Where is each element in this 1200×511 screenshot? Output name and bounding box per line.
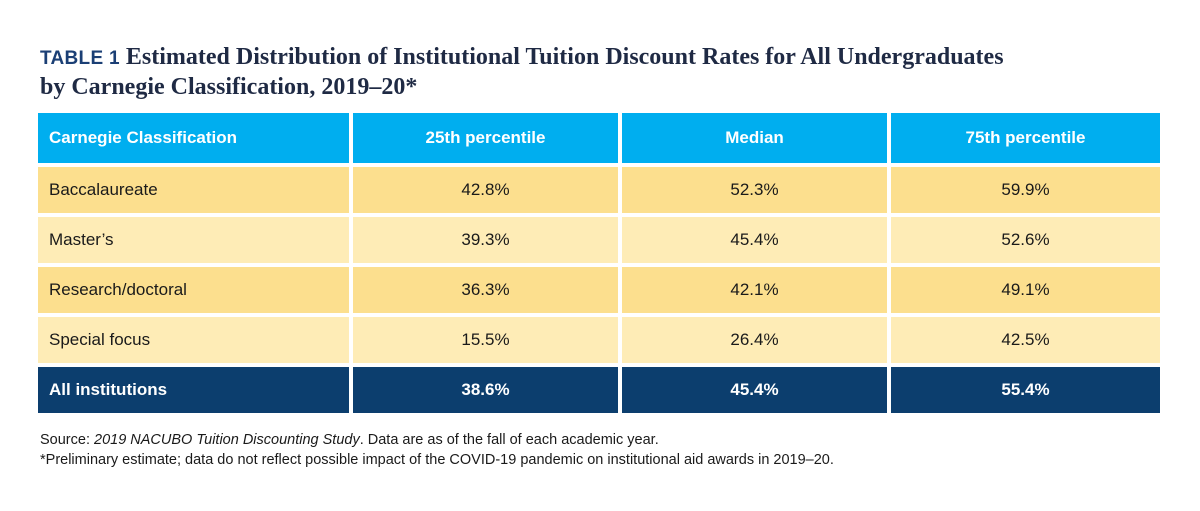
row-label: Master’s (38, 217, 349, 263)
cell-75th: 59.9% (891, 167, 1160, 213)
source-prefix: Source: (40, 432, 94, 448)
table-row: Special focus 15.5% 26.4% 42.5% (38, 317, 1160, 363)
title-text-line-2: by Carnegie Classification, 2019–20* (40, 74, 418, 100)
title-tag: TABLE 1 (40, 48, 120, 69)
row-label: Special focus (38, 317, 349, 363)
table-notes: Source: 2019 NACUBO Tuition Discounting … (40, 430, 1180, 470)
total-75th: 55.4% (891, 367, 1160, 413)
cell-25th: 36.3% (353, 267, 618, 313)
total-row: All institutions 38.6% 45.4% 55.4% (38, 367, 1160, 413)
cell-median: 45.4% (622, 217, 887, 263)
table-row: Master’s 39.3% 45.4% 52.6% (38, 217, 1160, 263)
cell-25th: 15.5% (353, 317, 618, 363)
header-median: Median (622, 113, 887, 163)
cell-25th: 42.8% (353, 167, 618, 213)
total-median: 45.4% (622, 367, 887, 413)
header-75th-percentile: 75th percentile (891, 113, 1160, 163)
header-25th-percentile: 25th percentile (353, 113, 618, 163)
row-label: Research/doctoral (38, 267, 349, 313)
cell-75th: 49.1% (891, 267, 1160, 313)
row-label: Baccalaureate (38, 167, 349, 213)
cell-75th: 52.6% (891, 217, 1160, 263)
source-title: 2019 NACUBO Tuition Discounting Study (94, 432, 360, 448)
table-title: TABLE 1 Estimated Distribution of Instit… (40, 43, 1170, 101)
cell-25th: 39.3% (353, 217, 618, 263)
cell-median: 42.1% (622, 267, 887, 313)
table-row: Research/doctoral 36.3% 42.1% 49.1% (38, 267, 1160, 313)
total-25th: 38.6% (353, 367, 618, 413)
footnote: *Preliminary estimate; data do not refle… (40, 452, 834, 468)
table-row: Baccalaureate 42.8% 52.3% 59.9% (38, 167, 1160, 213)
cell-75th: 42.5% (891, 317, 1160, 363)
source-suffix: . Data are as of the fall of each academ… (359, 432, 659, 448)
source-note: Source: 2019 NACUBO Tuition Discounting … (40, 430, 1180, 450)
total-label: All institutions (38, 367, 349, 413)
title-line-1: TABLE 1 Estimated Distribution of Instit… (40, 43, 1170, 73)
header-row: Carnegie Classification 25th percentile … (38, 113, 1160, 163)
discount-rates-table: Carnegie Classification 25th percentile … (34, 109, 1164, 417)
title-text-line-1: Estimated Distribution of Institutional … (125, 44, 1004, 70)
cell-median: 26.4% (622, 317, 887, 363)
cell-median: 52.3% (622, 167, 887, 213)
header-classification: Carnegie Classification (38, 113, 349, 163)
